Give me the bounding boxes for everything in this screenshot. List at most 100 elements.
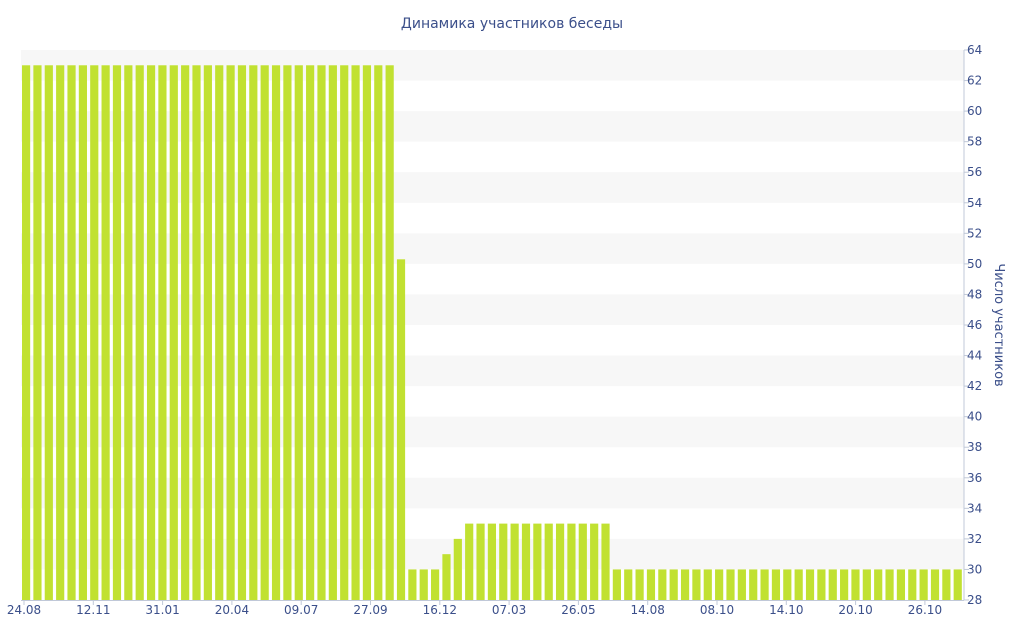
y-axis-label: Число участников [991, 263, 1006, 386]
bar [737, 569, 746, 600]
bar [294, 65, 303, 601]
bar [112, 65, 122, 601]
bar [817, 569, 826, 600]
grid-band [21, 172, 964, 203]
bar [306, 65, 315, 601]
bar [408, 569, 417, 600]
bar [771, 569, 781, 600]
bar [215, 65, 224, 601]
bar [703, 569, 712, 600]
bar [90, 65, 99, 601]
bar [896, 569, 906, 600]
bar [555, 523, 565, 600]
bar [499, 523, 508, 600]
bar [692, 569, 701, 600]
bar [851, 569, 860, 600]
bar [783, 569, 792, 600]
y-tick-label: 62 [967, 74, 982, 88]
bar [453, 538, 462, 600]
bar [146, 65, 156, 601]
x-tick-label: 12.11 [76, 603, 110, 617]
bar [56, 65, 65, 601]
bar [169, 65, 178, 601]
bar [612, 569, 621, 600]
y-tick-label: 40 [967, 410, 982, 424]
y-tick-label: 56 [967, 165, 982, 179]
bars [22, 65, 962, 601]
chart-title: Динамика участников беседы [401, 16, 623, 32]
bar [760, 569, 769, 600]
bar [919, 569, 928, 600]
bar [749, 569, 758, 600]
bar [271, 65, 281, 601]
grid-band [21, 233, 964, 264]
bar [22, 65, 31, 601]
x-tick-label: 16.12 [423, 603, 457, 617]
bar [476, 523, 485, 600]
bar [442, 554, 451, 600]
bar [351, 65, 360, 601]
y-axis-ticks: 28 30 32 34 36 38 40 42 44 46 48 50 52 54 56 58 60 62 64 [963, 43, 982, 607]
bar [567, 523, 576, 600]
bar [578, 523, 587, 600]
bar [249, 65, 258, 601]
bar [930, 569, 940, 600]
y-tick-label: 58 [967, 135, 982, 149]
x-tick-label: 26.10 [908, 603, 942, 617]
bar [124, 65, 133, 601]
bar [226, 65, 235, 601]
bar [487, 523, 496, 600]
x-axis-ticks: 24.08 12.11 31.01 20.04 09.07 27.09 16.12 07.03… [7, 600, 964, 617]
bar [510, 523, 519, 600]
bar [680, 569, 690, 600]
x-tick-label: 26.05 [561, 603, 595, 617]
bar [67, 65, 76, 601]
bar [237, 65, 247, 601]
bar [260, 65, 269, 601]
bar [635, 569, 644, 600]
bar [942, 569, 951, 600]
y-tick-label: 52 [967, 226, 982, 240]
y-tick-label: 46 [967, 318, 982, 332]
y-tick-label: 48 [967, 287, 982, 301]
y-tick-label: 42 [967, 379, 982, 393]
bar [340, 65, 349, 601]
grid-band [21, 50, 964, 81]
bar [317, 65, 326, 601]
y-tick-label: 36 [967, 471, 982, 485]
bar [544, 523, 553, 600]
grid-band [21, 294, 964, 325]
bar [862, 569, 871, 600]
bar [601, 523, 610, 600]
x-tick-label: 20.04 [215, 603, 249, 617]
bar [44, 65, 53, 601]
y-tick-label: 44 [967, 349, 982, 363]
y-tick-label: 38 [967, 440, 982, 454]
grid-band [21, 416, 964, 448]
bar [78, 65, 87, 601]
grid-band [21, 111, 964, 142]
y-tick-label: 50 [967, 257, 982, 271]
bar [431, 569, 440, 600]
bar [715, 569, 724, 600]
x-tick-label: 08.10 [700, 603, 734, 617]
y-tick-label: 60 [967, 104, 982, 118]
y-tick-label: 64 [967, 43, 982, 57]
bar [885, 569, 894, 600]
bar [385, 65, 394, 601]
bar [521, 523, 531, 600]
grid-band [21, 477, 964, 509]
bar [328, 65, 337, 601]
bar [533, 523, 542, 600]
y-tick-label: 28 [967, 593, 982, 607]
bar [362, 65, 372, 601]
bar [669, 569, 678, 600]
x-tick-label: 27.09 [353, 603, 387, 617]
bar [203, 65, 212, 601]
bar [874, 569, 883, 600]
x-tick-label: 14.10 [769, 603, 803, 617]
x-tick-label: 24.08 [7, 603, 41, 617]
bar [192, 65, 201, 601]
